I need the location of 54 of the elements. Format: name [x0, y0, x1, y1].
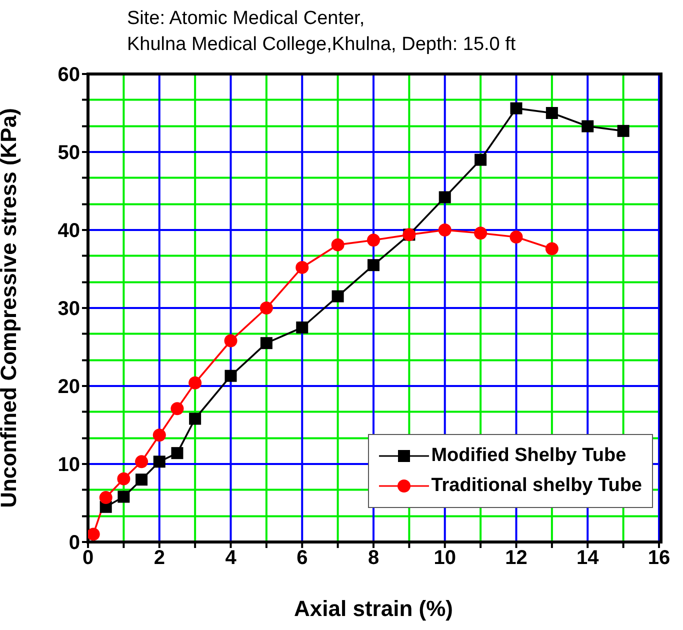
y-tick-label: 50	[58, 142, 80, 164]
point	[135, 455, 148, 468]
point	[474, 154, 487, 166]
x-axis-title: Axial strain (%)	[294, 596, 453, 621]
y-tick-label: 0	[68, 532, 80, 554]
point	[224, 370, 237, 382]
point	[118, 490, 130, 503]
point	[260, 337, 272, 350]
point	[296, 322, 308, 334]
point	[170, 402, 184, 416]
point	[88, 528, 100, 541]
point	[296, 260, 309, 274]
point	[368, 259, 380, 272]
point	[332, 290, 344, 302]
y-axis-title: Unconfined Compressive stress (KPa)	[0, 108, 21, 508]
point	[136, 474, 148, 486]
point	[99, 491, 112, 504]
point	[224, 334, 238, 348]
point	[438, 224, 452, 236]
point	[617, 124, 630, 137]
point	[546, 107, 558, 119]
chart-title: Site: Atomic Medical Center,	[127, 7, 366, 31]
point	[152, 428, 166, 442]
x-tick-label: 0	[82, 547, 94, 570]
x-tick-label: 16	[648, 547, 670, 570]
x-tick-label: 14	[576, 547, 600, 570]
chart-subtitle: Khulna Medical College,Khulna, Depth: 15.0 ft	[127, 33, 516, 57]
y-tick-label: 10	[58, 454, 80, 476]
point	[153, 456, 166, 468]
point	[331, 238, 344, 252]
point	[171, 447, 184, 460]
x-tick-label: 12	[505, 547, 528, 570]
point	[367, 234, 380, 247]
point	[438, 191, 451, 204]
x-tick-label: 8	[368, 547, 380, 570]
y-tick-label: 20	[58, 376, 80, 398]
legend-label: Modified Shelby Tube	[431, 445, 626, 467]
point	[510, 230, 523, 244]
x-tick-label: 6	[296, 547, 308, 570]
x-tick-label: 10	[434, 547, 456, 570]
point	[189, 412, 202, 425]
point	[117, 472, 130, 486]
y-tick-label: 30	[58, 298, 80, 320]
y-tick-label: 60	[58, 64, 80, 86]
point	[474, 226, 488, 240]
point	[582, 120, 594, 132]
x-tick-label: 4	[225, 547, 238, 570]
point	[188, 376, 202, 390]
point	[510, 102, 522, 114]
x-tick-label: 2	[154, 547, 165, 570]
legend-label: Traditional shelby Tube	[431, 475, 642, 497]
point	[545, 242, 558, 256]
y-tick-label: 40	[58, 220, 80, 242]
point	[260, 302, 273, 314]
